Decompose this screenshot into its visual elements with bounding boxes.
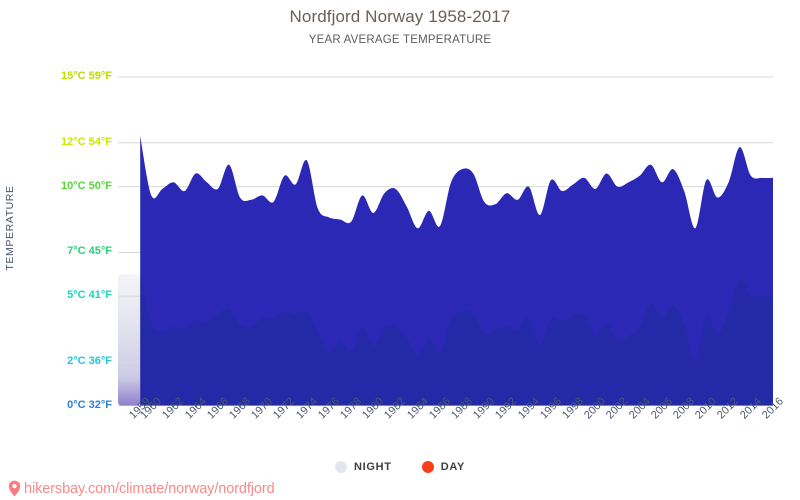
legend-label: DAY xyxy=(440,461,466,473)
x-axis-tick-2012: 2012 xyxy=(715,395,742,422)
x-axis-tick-1972: 1972 xyxy=(271,395,298,422)
y-axis-tick-12: 12°C 54°F xyxy=(61,135,112,148)
x-axis-tick-1994: 1994 xyxy=(515,395,542,422)
no-data-region xyxy=(118,274,141,406)
legend-item-day[interactable]: DAY xyxy=(421,461,466,473)
legend-label: NIGHT xyxy=(353,461,392,473)
x-axis-tick-2006: 2006 xyxy=(648,395,675,422)
x-axis-tick-1980: 1980 xyxy=(360,395,387,422)
circle-icon xyxy=(421,461,434,473)
x-axis-tick-2010: 2010 xyxy=(693,395,720,422)
x-axis-tick-1982: 1982 xyxy=(382,395,409,422)
x-axis-tick-1968: 1968 xyxy=(227,395,254,422)
temperature-area-chart xyxy=(118,76,773,406)
y-axis-tick-2: 2°C 36°F xyxy=(67,355,112,368)
y-axis-tick-labels: 15°C 59°F 12°C 54°F 10°C 50°F 7°C 45°F 5°C 4… xyxy=(0,0,112,500)
x-axis-tick-1996: 1996 xyxy=(537,395,564,422)
x-axis-tick-1974: 1974 xyxy=(293,395,320,422)
chart-legend: NIGHT DAY xyxy=(0,461,800,473)
chart-subtitle: YEAR AVERAGE TEMPERATURE xyxy=(308,34,492,46)
x-axis-tick-2002: 2002 xyxy=(604,395,631,422)
y-axis-tick-0: 0°C 32°F xyxy=(67,399,112,411)
x-axis-tick-1976: 1976 xyxy=(315,395,342,422)
legend-item-night[interactable]: NIGHT xyxy=(334,461,392,473)
y-axis-tick-5: 5°C 41°F xyxy=(67,289,112,302)
y-axis-tick-15: 15°C 59°F xyxy=(61,69,112,82)
x-axis-tick-1962: 1962 xyxy=(160,395,187,422)
page-title: Nordfjord Norway 1958-2017 xyxy=(289,7,511,26)
footer-url: hikersbay.com/climate/norway/nordfjord xyxy=(24,480,275,497)
y-axis-tick-10: 10°C 50°F xyxy=(61,179,112,192)
x-axis-tick-2008: 2008 xyxy=(671,395,698,422)
day-temperature-area xyxy=(140,136,773,406)
night-temperature-area xyxy=(140,274,773,406)
x-axis-tick-1992: 1992 xyxy=(493,395,520,422)
plot-area xyxy=(118,55,773,406)
x-axis-tick-1998: 1998 xyxy=(560,395,587,422)
footer: hikersbay.com/climate/norway/nordfjord xyxy=(8,480,275,497)
x-axis-tick-1978: 1978 xyxy=(338,395,365,422)
circle-icon xyxy=(334,461,347,473)
x-axis-tick-2014: 2014 xyxy=(737,395,764,422)
x-axis-tick-1990: 1990 xyxy=(471,395,498,422)
y-axis-tick-7: 7°C 45°F xyxy=(67,245,112,258)
x-axis-tick-2004: 2004 xyxy=(626,395,653,422)
x-axis-tick-2016: 2016 xyxy=(759,395,786,422)
location-pin-icon xyxy=(8,480,21,497)
x-axis-tick-1988: 1988 xyxy=(449,395,476,422)
x-axis-tick-1964: 1964 xyxy=(182,395,209,422)
x-axis-tick-2000: 2000 xyxy=(582,395,609,422)
x-axis-tick-1966: 1966 xyxy=(204,395,231,422)
x-axis-tick-1986: 1986 xyxy=(426,395,453,422)
x-axis-tick-1970: 1970 xyxy=(249,395,276,422)
x-axis-tick-1984: 1984 xyxy=(404,395,431,422)
